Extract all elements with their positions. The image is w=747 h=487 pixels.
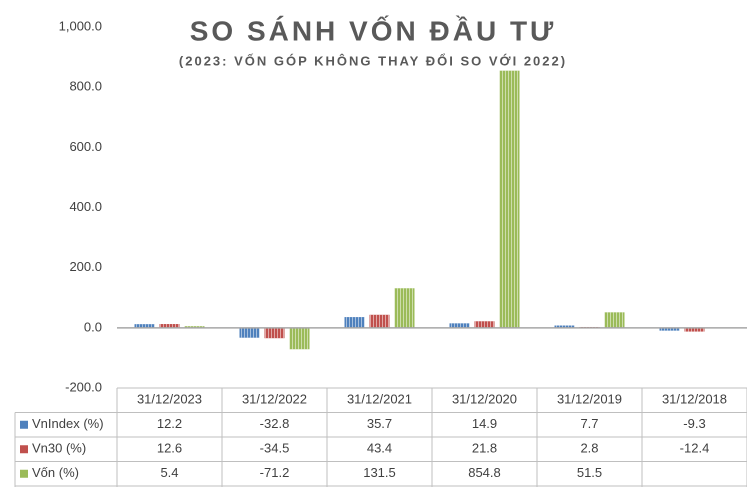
table-value: 51.5 xyxy=(577,465,602,480)
y-tick-label: -200.0 xyxy=(65,379,102,394)
table-value: 5.4 xyxy=(160,465,178,480)
legend-swatch xyxy=(20,445,28,454)
x-tick-label: 31/12/2019 xyxy=(557,392,622,407)
bar-texture xyxy=(239,327,260,338)
y-tick-label: 400.0 xyxy=(69,199,102,214)
x-tick-label: 31/12/2021 xyxy=(347,392,412,407)
bar-texture xyxy=(289,327,310,350)
table-value: -34.5 xyxy=(260,441,290,456)
table-value: 12.2 xyxy=(157,416,182,431)
table-value: 12.6 xyxy=(157,441,182,456)
bar-texture xyxy=(264,327,285,339)
bar-texture xyxy=(684,327,705,332)
y-tick-label: 600.0 xyxy=(69,139,102,154)
bar-texture xyxy=(659,327,680,331)
y-tick-label: 800.0 xyxy=(69,79,102,94)
table-value: 14.9 xyxy=(472,416,497,431)
bar-texture xyxy=(369,314,390,328)
bar-texture xyxy=(344,317,365,328)
bar-texture xyxy=(604,312,625,328)
bar-texture xyxy=(394,288,415,328)
table-value: -9.3 xyxy=(683,416,705,431)
y-tick-label: 1,000.0 xyxy=(59,18,102,33)
table-value: 131.5 xyxy=(363,465,396,480)
x-tick-label: 31/12/2020 xyxy=(452,392,517,407)
bar-texture xyxy=(554,325,575,328)
bar-texture xyxy=(499,70,520,328)
bar-texture xyxy=(134,324,155,328)
legend-swatch xyxy=(20,420,28,429)
x-tick-label: 31/12/2018 xyxy=(662,392,727,407)
bar-texture xyxy=(184,326,205,328)
table-value: -32.8 xyxy=(260,416,290,431)
legend-swatch xyxy=(20,469,28,478)
y-tick-label: 0.0 xyxy=(84,319,102,334)
table-value: 21.8 xyxy=(472,441,497,456)
table-value: 854.8 xyxy=(468,465,501,480)
chart-subtitle: (2023: VỐN GÓP KHÔNG THAY ĐỔI SO VỚI 202… xyxy=(179,53,567,68)
y-tick-label: 200.0 xyxy=(69,259,102,274)
table-value: 43.4 xyxy=(367,441,392,456)
legend-label: Vn30 (%) xyxy=(32,441,86,456)
bar-texture xyxy=(474,321,495,328)
bar-texture xyxy=(449,323,470,328)
x-tick-label: 31/12/2022 xyxy=(242,392,307,407)
table-value: 35.7 xyxy=(367,416,392,431)
table-value: -12.4 xyxy=(680,441,710,456)
x-tick-label: 31/12/2023 xyxy=(137,392,202,407)
table-value: 2.8 xyxy=(580,441,598,456)
legend-label: Vốn (%) xyxy=(32,465,79,480)
legend-label: VnIndex (%) xyxy=(32,416,104,431)
chart-title: SO SÁNH VỐN ĐẦU TƯ xyxy=(190,14,557,46)
bar-texture xyxy=(159,324,180,328)
table-value: 7.7 xyxy=(580,416,598,431)
table-value: -71.2 xyxy=(260,465,290,480)
